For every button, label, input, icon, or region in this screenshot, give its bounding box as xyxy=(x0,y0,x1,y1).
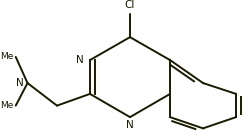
Text: Me: Me xyxy=(0,52,13,61)
Text: N: N xyxy=(15,78,23,88)
Text: N: N xyxy=(126,120,134,130)
Text: Cl: Cl xyxy=(125,0,135,10)
Text: N: N xyxy=(76,55,84,65)
Text: Me: Me xyxy=(0,101,13,110)
